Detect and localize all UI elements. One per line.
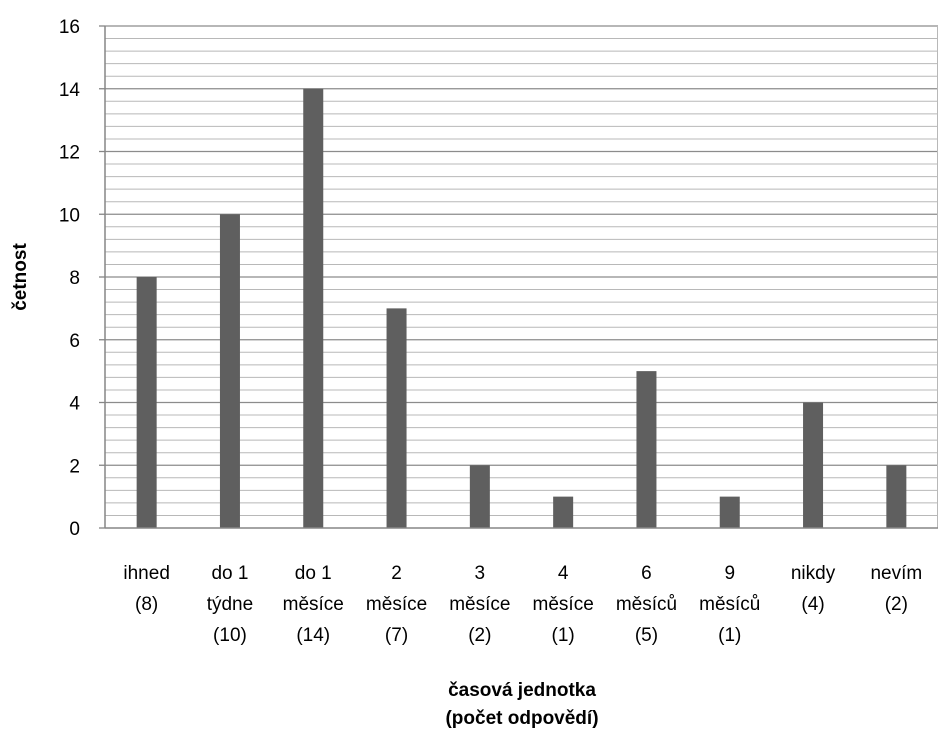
x-category-label: nevím (2): [870, 563, 922, 615]
x-category-label: 6 měsíců (5): [616, 563, 677, 646]
x-category-label: 2 měsíce (7): [366, 563, 427, 646]
bar: [719, 496, 740, 528]
bar: [886, 465, 907, 528]
y-axis-title: četnost: [10, 243, 31, 311]
y-tick-label: 10: [59, 205, 80, 226]
bars: [136, 88, 907, 528]
bar: [469, 465, 490, 528]
y-tick-label: 2: [69, 456, 80, 477]
bar: [303, 88, 324, 528]
x-category-label: nikdy (4): [791, 563, 836, 615]
y-tick-labels: 0 2 4 6 8 10 12 14 16: [59, 17, 105, 540]
y-tick-label: 0: [69, 519, 80, 540]
bar: [636, 371, 657, 528]
y-tick-label: 6: [69, 331, 80, 352]
y-tick-label: 14: [59, 80, 81, 101]
x-category-label: 4 měsíce (1): [533, 563, 594, 646]
gridlines: [105, 25, 938, 528]
x-category-label: do 1 měsíce (14): [283, 563, 344, 646]
x-axis-title-line2: (počet odpovědí): [445, 708, 598, 729]
y-tick-label: 16: [59, 17, 80, 38]
y-tick-label: 4: [69, 394, 80, 415]
bar: [136, 277, 157, 528]
bar: [219, 214, 240, 528]
y-tick-label: 12: [59, 143, 80, 164]
bar: [553, 496, 574, 528]
x-axis-title-line1: časová jednotka: [448, 680, 596, 701]
y-tick-label: 8: [69, 268, 80, 289]
x-category-label: ihned (8): [123, 563, 170, 615]
bar: [803, 402, 824, 528]
x-category-labels: ihned (8) do 1 týdne (10) do 1 měsíce (14) 2 měsí…: [123, 563, 922, 646]
bar: [386, 308, 407, 528]
x-category-label: do 1 týdne (10): [207, 563, 253, 646]
x-category-label: 3 měsíce (2): [449, 563, 510, 646]
x-category-label: 9 měsíců (1): [699, 563, 760, 646]
